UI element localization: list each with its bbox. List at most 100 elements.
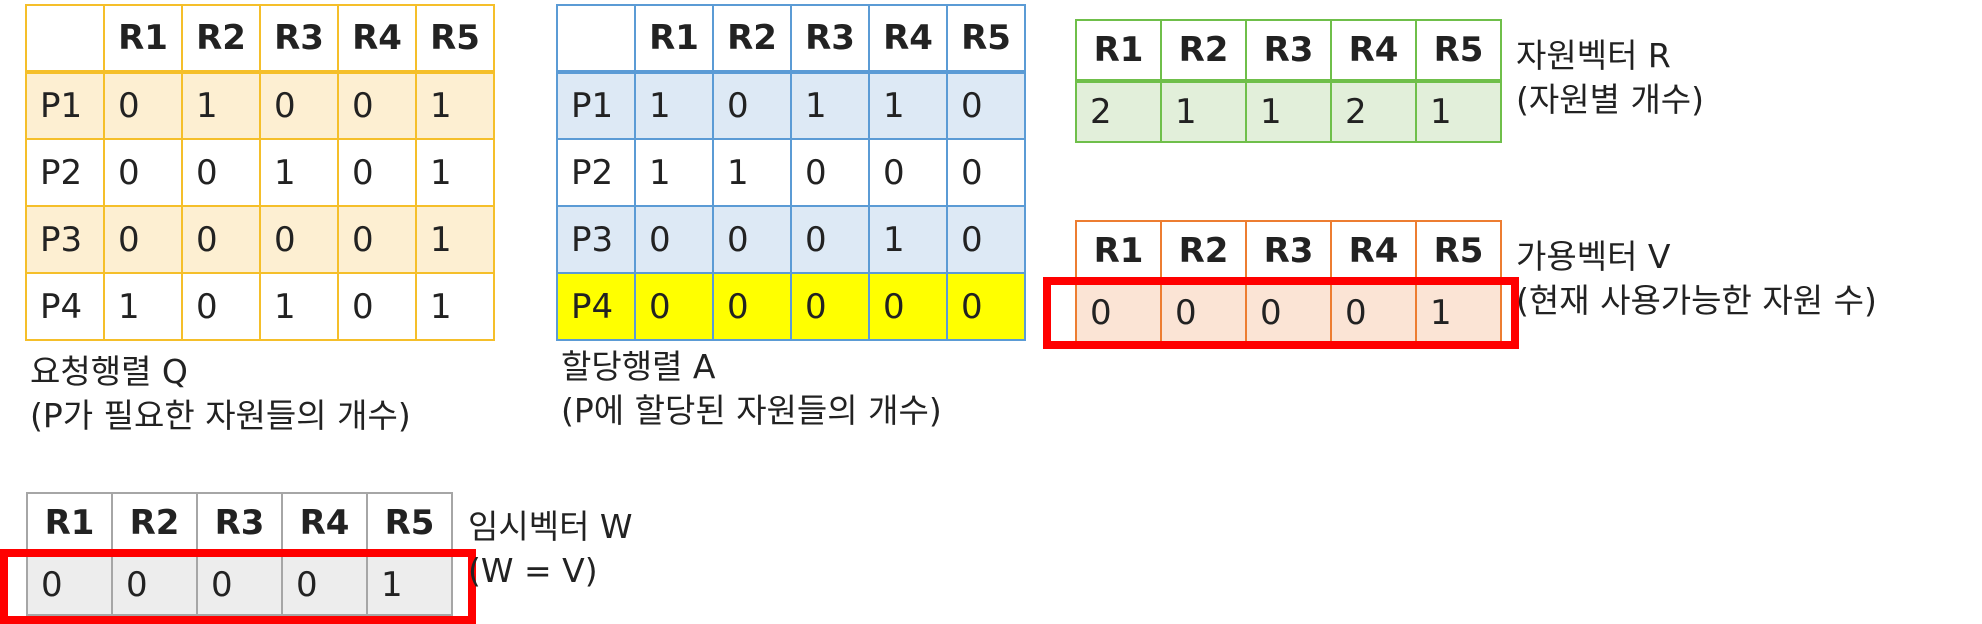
caption-description: (현재 사용가능한 자원 수) <box>1516 281 1877 320</box>
cell: 0 <box>103 138 183 207</box>
available-vector-caption: 가용벡터 V (현재 사용가능한 자원 수) <box>1516 235 1877 323</box>
header-cell: R3 <box>196 492 283 556</box>
cell: 0 <box>26 553 113 616</box>
caption-description: (자원별 개수) <box>1516 80 1705 119</box>
caption-title: 할당행렬 A <box>561 347 716 386</box>
cell: 0 <box>946 138 1026 207</box>
header-cell: R2 <box>111 492 198 556</box>
cell: 1 <box>1415 281 1502 344</box>
cell: 0 <box>181 138 261 207</box>
cell: 1 <box>712 138 792 207</box>
cell: 0 <box>868 138 948 207</box>
table-row: P3 0 0 0 1 0 <box>556 205 1026 274</box>
row-label: P4 <box>25 272 105 341</box>
cell: 0 <box>103 71 183 140</box>
cell: 1 <box>1245 80 1332 143</box>
highlighted-table-row: P4 0 0 0 0 0 <box>556 272 1026 341</box>
header-cell: R2 <box>712 4 792 74</box>
cell: 1 <box>181 71 261 140</box>
header-row: R1 R2 R3 R4 R5 <box>26 492 453 556</box>
cell: 0 <box>337 71 417 140</box>
cell: 0 <box>181 205 261 274</box>
cell: 1 <box>103 272 183 341</box>
header-cell: R5 <box>415 4 495 74</box>
corner-cell <box>25 4 105 74</box>
cell: 0 <box>337 138 417 207</box>
row-label: P1 <box>556 71 636 140</box>
header-row: R1 R2 R3 R4 R5 <box>1075 220 1502 284</box>
cell: 0 <box>634 205 714 274</box>
table-row: P2 0 0 1 0 1 <box>25 138 495 207</box>
cell: 0 <box>1330 281 1417 344</box>
temp-vector-highlight-box <box>0 549 476 624</box>
row-label: P3 <box>25 205 105 274</box>
header-cell: R1 <box>103 4 183 74</box>
cell: 1 <box>634 71 714 140</box>
header-cell: R3 <box>259 4 339 74</box>
header-cell: R2 <box>1160 19 1247 83</box>
request-matrix-q: R1 R2 R3 R4 R5 P1 0 1 0 0 1 P2 0 0 1 0 1… <box>25 4 495 341</box>
row-label: P3 <box>556 205 636 274</box>
caption-title: 자원벡터 R <box>1516 36 1671 75</box>
header-cell: R5 <box>946 4 1026 74</box>
cell: 1 <box>259 272 339 341</box>
cell: 0 <box>946 71 1026 140</box>
value-row: 2 1 1 2 1 <box>1075 80 1502 143</box>
header-cell: R4 <box>1330 19 1417 83</box>
corner-cell <box>556 4 636 74</box>
header-cell: R5 <box>1415 19 1502 83</box>
cell: 0 <box>196 553 283 616</box>
temp-vector-caption: 임시벡터 W (W = V) <box>468 505 633 593</box>
cell: 0 <box>1245 281 1332 344</box>
cell: 0 <box>259 71 339 140</box>
header-cell: R4 <box>337 4 417 74</box>
cell: 0 <box>634 272 714 341</box>
header-row: R1 R2 R3 R4 R5 <box>1075 19 1502 83</box>
cell: 2 <box>1330 80 1417 143</box>
cell: 1 <box>868 71 948 140</box>
cell: 0 <box>111 553 198 616</box>
caption-title: 가용벡터 V <box>1516 237 1671 276</box>
cell: 0 <box>946 205 1026 274</box>
cell: 1 <box>868 205 948 274</box>
cell: 0 <box>790 272 870 341</box>
row-label: P1 <box>25 71 105 140</box>
cell: 0 <box>712 71 792 140</box>
header-cell: R4 <box>868 4 948 74</box>
caption-title: 요청행렬 Q <box>30 352 188 391</box>
resource-vector-caption: 자원벡터 R (자원별 개수) <box>1516 34 1704 122</box>
header-cell: R3 <box>1245 220 1332 284</box>
cell: 0 <box>337 205 417 274</box>
caption-title: 임시벡터 W <box>468 507 633 546</box>
header-cell: R2 <box>1160 220 1247 284</box>
header-cell: R1 <box>26 492 113 556</box>
cell: 1 <box>415 205 495 274</box>
cell: 1 <box>790 71 870 140</box>
header-cell: R1 <box>634 4 714 74</box>
cell: 1 <box>259 138 339 207</box>
cell: 0 <box>337 272 417 341</box>
cell: 0 <box>712 272 792 341</box>
row-label: P2 <box>25 138 105 207</box>
allocation-matrix-a: R1 R2 R3 R4 R5 P1 1 0 1 1 0 P2 1 1 0 0 0… <box>556 4 1026 341</box>
header-row: R1 R2 R3 R4 R5 <box>25 4 495 74</box>
cell: 1 <box>1160 80 1247 143</box>
header-cell: R1 <box>1075 220 1162 284</box>
cell: 1 <box>415 71 495 140</box>
table-row: P2 1 1 0 0 0 <box>556 138 1026 207</box>
header-cell: R2 <box>181 4 261 74</box>
table-row: P1 0 1 0 0 1 <box>25 71 495 140</box>
row-label: P4 <box>556 272 636 341</box>
cell: 1 <box>1415 80 1502 143</box>
available-vector-highlight-box <box>1043 277 1519 349</box>
cell: 0 <box>790 205 870 274</box>
table-row: P1 1 0 1 1 0 <box>556 71 1026 140</box>
header-cell: R5 <box>1415 220 1502 284</box>
cell: 0 <box>868 272 948 341</box>
caption-description: (P에 할당된 자원들의 개수) <box>561 391 942 430</box>
cell: 2 <box>1075 80 1162 143</box>
table-row: P4 1 0 1 0 1 <box>25 272 495 341</box>
request-matrix-caption: 요청행렬 Q (P가 필요한 자원들의 개수) <box>30 350 411 438</box>
header-cell: R4 <box>1330 220 1417 284</box>
header-cell: R1 <box>1075 19 1162 83</box>
